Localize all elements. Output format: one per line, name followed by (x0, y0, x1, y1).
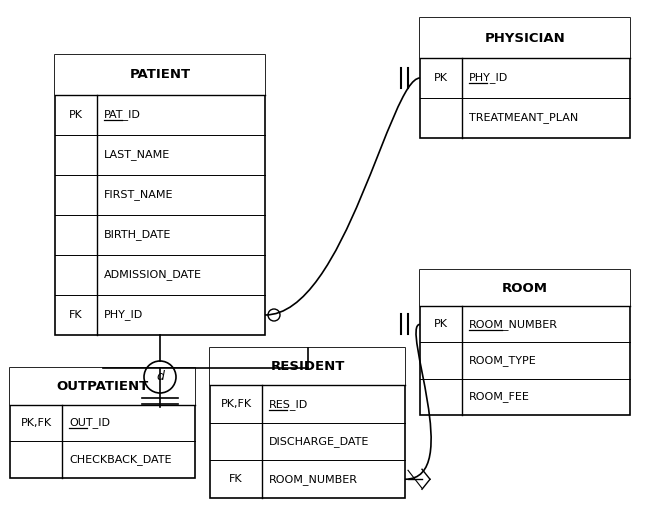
Bar (55, 55, 265, 95)
Text: LAST_NAME: LAST_NAME (104, 150, 171, 160)
Text: ROOM: ROOM (502, 282, 548, 295)
Text: FK: FK (229, 474, 243, 484)
Bar (420, 270, 630, 306)
Text: BIRTH_DATE: BIRTH_DATE (104, 229, 171, 241)
Bar (10, 368, 195, 405)
Text: TREATMEANT_PLAN: TREATMEANT_PLAN (469, 112, 578, 124)
Text: ADMISSION_DATE: ADMISSION_DATE (104, 269, 202, 281)
Text: OUTPATIENT: OUTPATIENT (57, 380, 148, 393)
Text: PHYSICIAN: PHYSICIAN (484, 32, 565, 44)
Text: OUT_ID: OUT_ID (69, 417, 110, 428)
Bar (210, 348, 405, 385)
Text: d: d (156, 370, 164, 383)
Text: PHY_ID: PHY_ID (469, 73, 508, 83)
Bar (420, 18, 630, 58)
Text: PATIENT: PATIENT (130, 68, 191, 81)
Bar (420, 270, 630, 415)
Text: ROOM_NUMBER: ROOM_NUMBER (469, 319, 558, 330)
Text: FK: FK (69, 310, 83, 320)
Text: PK: PK (434, 319, 448, 330)
Text: PK: PK (69, 110, 83, 120)
Text: DISCHARGE_DATE: DISCHARGE_DATE (269, 436, 369, 447)
Bar (210, 348, 405, 498)
Text: PK,FK: PK,FK (221, 399, 251, 409)
Bar (10, 368, 195, 478)
Text: PK,FK: PK,FK (20, 418, 51, 428)
Bar (55, 55, 265, 335)
Text: ROOM_NUMBER: ROOM_NUMBER (269, 474, 358, 485)
Text: CHECKBACK_DATE: CHECKBACK_DATE (69, 454, 171, 465)
Text: RESIDENT: RESIDENT (270, 360, 344, 373)
Text: PAT_ID: PAT_ID (104, 109, 141, 121)
Text: PHY_ID: PHY_ID (104, 310, 143, 320)
Bar (420, 18, 630, 138)
Text: ROOM_FEE: ROOM_FEE (469, 391, 530, 402)
Text: FIRST_NAME: FIRST_NAME (104, 190, 174, 200)
Text: PK: PK (434, 73, 448, 83)
Text: ROOM_TYPE: ROOM_TYPE (469, 355, 537, 366)
Text: RES_ID: RES_ID (269, 399, 309, 410)
